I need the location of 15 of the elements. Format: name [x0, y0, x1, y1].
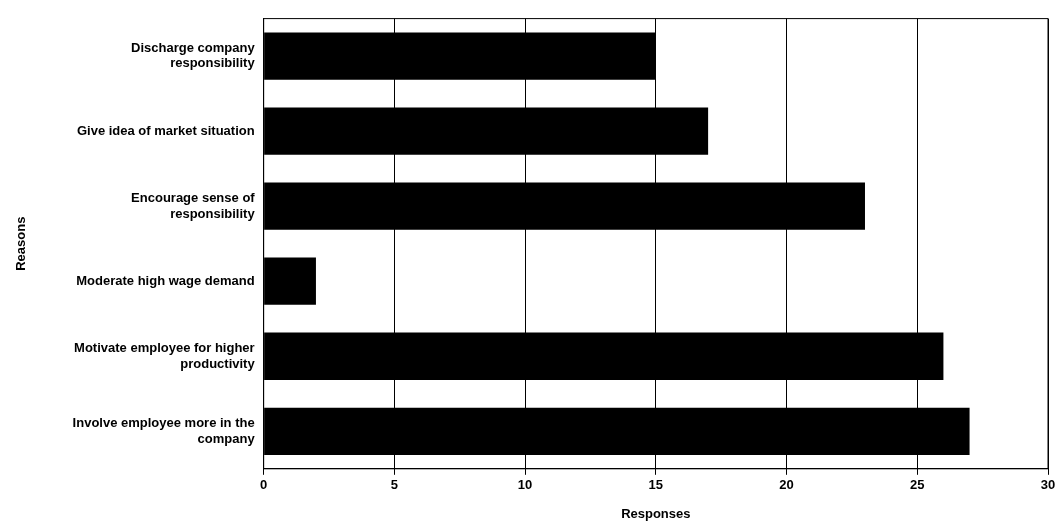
x-tick-label: 20	[779, 477, 794, 493]
y-tick-label: Give idea of market situation	[76, 122, 255, 138]
y-tick-label: Motivate employee for higher productivity	[74, 340, 256, 371]
x-tick-label: 5	[390, 477, 398, 493]
y-tick-label: Moderate high wage demand	[76, 272, 255, 288]
x-axis-title: Responses	[621, 505, 691, 521]
y-axis-title: Reasons	[13, 216, 29, 271]
y-tick-label: Involve employee more in the company	[72, 415, 256, 446]
x-tick-label: 25	[910, 477, 925, 493]
y-tick-label: Encourage sense of responsibility	[131, 189, 256, 221]
x-tick-label: 30	[1040, 477, 1056, 493]
x-tick-label: 15	[648, 477, 664, 493]
x-tick-label: 10	[517, 477, 533, 493]
y-tick-label: Discharge company responsibility	[131, 39, 256, 71]
x-tick-label: 0	[260, 477, 268, 493]
